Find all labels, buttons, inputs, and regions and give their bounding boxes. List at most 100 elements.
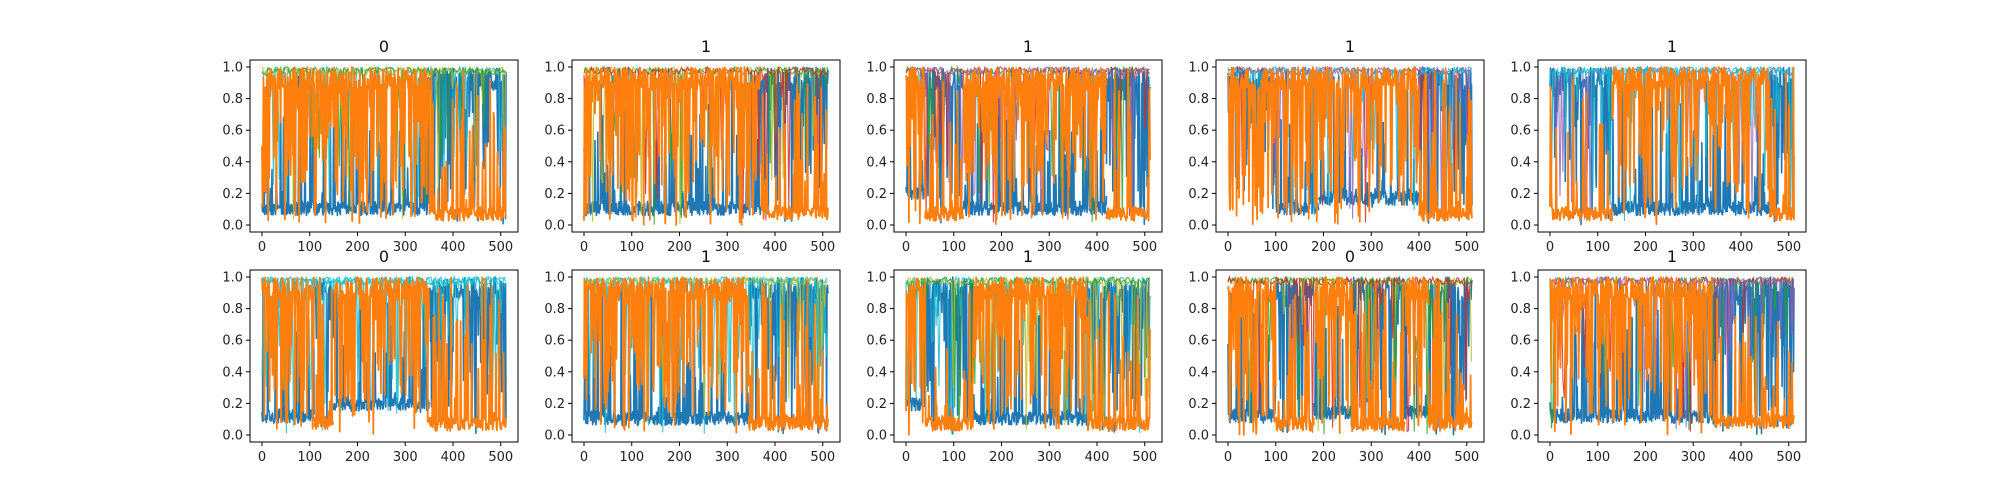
y-tick-label: 0.8 xyxy=(222,302,243,317)
orange-series-line xyxy=(1427,279,1473,432)
x-tick-label: 200 xyxy=(1633,240,1658,255)
x-tick-label: 400 xyxy=(1085,240,1110,255)
axes-frame xyxy=(893,59,1163,233)
x-tick-label: 200 xyxy=(1311,450,1336,465)
y-tick-label: 0.4 xyxy=(866,365,887,380)
y-tick-label: 1.0 xyxy=(544,61,565,76)
subplot-8: 0.0 0.2 0.4 0.6 0.8 1.0 0 100 200 300 400 500 0 xyxy=(1188,247,1485,465)
y-tick-label: 0.2 xyxy=(544,397,565,412)
x-tick-label: 300 xyxy=(1037,240,1062,255)
y-tick-label: 0.4 xyxy=(1510,155,1531,170)
plot-area xyxy=(905,275,1151,436)
x-tick-label: 200 xyxy=(989,450,1014,465)
subplot-title: 1 xyxy=(701,37,711,56)
x-tick-label: 0 xyxy=(258,240,266,255)
plot-area xyxy=(905,65,1151,226)
plot-area xyxy=(583,64,829,226)
orange-series-line xyxy=(428,276,507,432)
x-tick-label: 0 xyxy=(580,450,588,465)
orange-series-line xyxy=(1274,294,1315,432)
blue-series-line xyxy=(1549,66,1613,226)
subplot-0: 0.0 0.2 0.4 0.6 0.8 1.0 0 100 200 300 400 500 0 xyxy=(222,37,519,255)
orange-series-line xyxy=(1768,66,1795,222)
plot-area xyxy=(1227,274,1473,436)
x-tick-label: 300 xyxy=(715,450,740,465)
y-tick-label: 0.6 xyxy=(1510,124,1531,139)
x-tick-label: 100 xyxy=(1263,240,1288,255)
accent-series-line xyxy=(261,275,507,431)
y-tick-label: 0.0 xyxy=(544,219,565,234)
x-tick-label: 500 xyxy=(1454,240,1479,255)
x-tick-label: 300 xyxy=(1681,450,1706,465)
plot-area xyxy=(1227,65,1473,226)
y-tick-label: 0.6 xyxy=(544,124,565,139)
y-tick-label: 0.6 xyxy=(1510,334,1531,349)
y-tick-label: 0.8 xyxy=(1510,92,1531,107)
x-tick-label: 300 xyxy=(393,450,418,465)
y-tick-label: 0.6 xyxy=(544,334,565,349)
x-tick-label: 100 xyxy=(619,450,644,465)
orange-series-line xyxy=(1351,281,1406,432)
subplot-5: 0.0 0.2 0.4 0.6 0.8 1.0 0 100 200 300 400 500 0 xyxy=(222,247,519,465)
y-tick-label: 0.0 xyxy=(222,219,243,234)
y-tick-label: 1.0 xyxy=(866,61,887,76)
plot-area xyxy=(1549,64,1795,226)
y-tick-label: 0.0 xyxy=(544,429,565,444)
orange-series-line xyxy=(261,276,316,430)
subplot-title: 1 xyxy=(701,247,711,266)
y-tick-label: 0.6 xyxy=(866,124,887,139)
x-tick-label: 500 xyxy=(488,450,513,465)
blue-series-line xyxy=(972,278,1089,427)
y-tick-label: 1.0 xyxy=(544,271,565,286)
blue-series-line xyxy=(1227,280,1277,424)
axes-frame xyxy=(571,59,841,233)
orange-series-line xyxy=(1611,66,1771,226)
x-tick-label: 500 xyxy=(1132,240,1157,255)
y-tick-label: 0.0 xyxy=(866,429,887,444)
y-tick-label: 0.4 xyxy=(866,155,887,170)
y-tick-label: 0.2 xyxy=(1188,397,1209,412)
y-tick-label: 0.8 xyxy=(866,302,887,317)
subplot-title: 1 xyxy=(1667,247,1677,266)
y-tick-label: 0.0 xyxy=(1510,429,1531,444)
accent-series-line xyxy=(1227,275,1473,435)
orange-series-line xyxy=(1549,276,1714,436)
x-tick-label: 500 xyxy=(1132,450,1157,465)
y-tick-label: 0.6 xyxy=(866,334,887,349)
y-tick-label: 0.2 xyxy=(222,187,243,202)
x-tick-label: 400 xyxy=(763,450,788,465)
x-tick-label: 400 xyxy=(441,450,466,465)
x-tick-label: 200 xyxy=(1633,450,1658,465)
y-tick-label: 0.0 xyxy=(1510,219,1531,234)
x-tick-label: 400 xyxy=(1729,240,1754,255)
x-tick-label: 400 xyxy=(1085,450,1110,465)
y-tick-label: 0.8 xyxy=(222,92,243,107)
x-tick-label: 0 xyxy=(902,240,910,255)
subplot-3: 0.0 0.2 0.4 0.6 0.8 1.0 0 100 200 300 400 500 1 xyxy=(1188,37,1485,255)
blue-series-line xyxy=(332,276,430,413)
y-tick-label: 0.4 xyxy=(544,365,565,380)
x-tick-label: 100 xyxy=(1585,450,1610,465)
y-tick-label: 0.8 xyxy=(1188,92,1209,107)
x-tick-label: 100 xyxy=(941,240,966,255)
accent-series-line xyxy=(905,275,1150,427)
accent-series-line xyxy=(906,65,1151,216)
x-tick-label: 500 xyxy=(1776,240,1801,255)
x-tick-label: 0 xyxy=(258,450,266,465)
axes-frame xyxy=(571,269,841,443)
y-tick-label: 0.4 xyxy=(544,155,565,170)
y-tick-label: 1.0 xyxy=(1188,271,1209,286)
y-tick-label: 0.8 xyxy=(544,92,565,107)
y-tick-label: 0.6 xyxy=(1188,124,1209,139)
orange-series-line xyxy=(759,83,829,221)
axes-frame xyxy=(249,269,519,443)
y-tick-label: 0.2 xyxy=(1510,397,1531,412)
subplot-title: 0 xyxy=(379,37,389,56)
orange-series-line xyxy=(924,278,974,432)
x-tick-label: 300 xyxy=(393,240,418,255)
subplot-9: 0.0 0.2 0.4 0.6 0.8 1.0 0 100 200 300 400 500 1 xyxy=(1510,247,1807,465)
y-tick-label: 1.0 xyxy=(1188,61,1209,76)
orange-series-line xyxy=(962,66,1108,226)
y-tick-label: 0.0 xyxy=(866,219,887,234)
blue-series-line xyxy=(924,276,974,435)
